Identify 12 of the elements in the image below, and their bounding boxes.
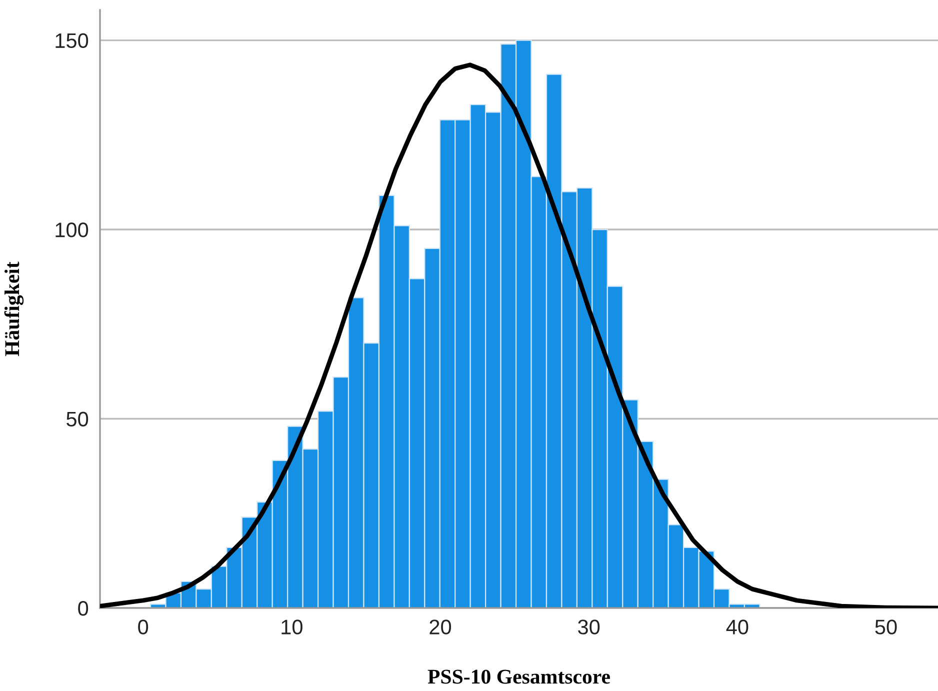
y-tick-label: 50 [66,412,88,427]
x-tick-label: 50 [875,620,897,634]
x-tick-label: 0 [138,620,148,634]
y-axis-title: Häufigkeit [4,262,24,356]
x-tick-label: 30 [578,620,600,634]
y-tick-label: 150 [56,33,88,48]
y-tick-label: 0 [78,601,88,616]
y-tick-label: 100 [56,222,88,238]
x-tick-label: 40 [726,620,748,634]
x-tick-label: 20 [430,620,452,634]
x-tick-label: 10 [282,620,302,634]
x-axis-title: PSS-10 Gesamtscore [428,670,610,684]
